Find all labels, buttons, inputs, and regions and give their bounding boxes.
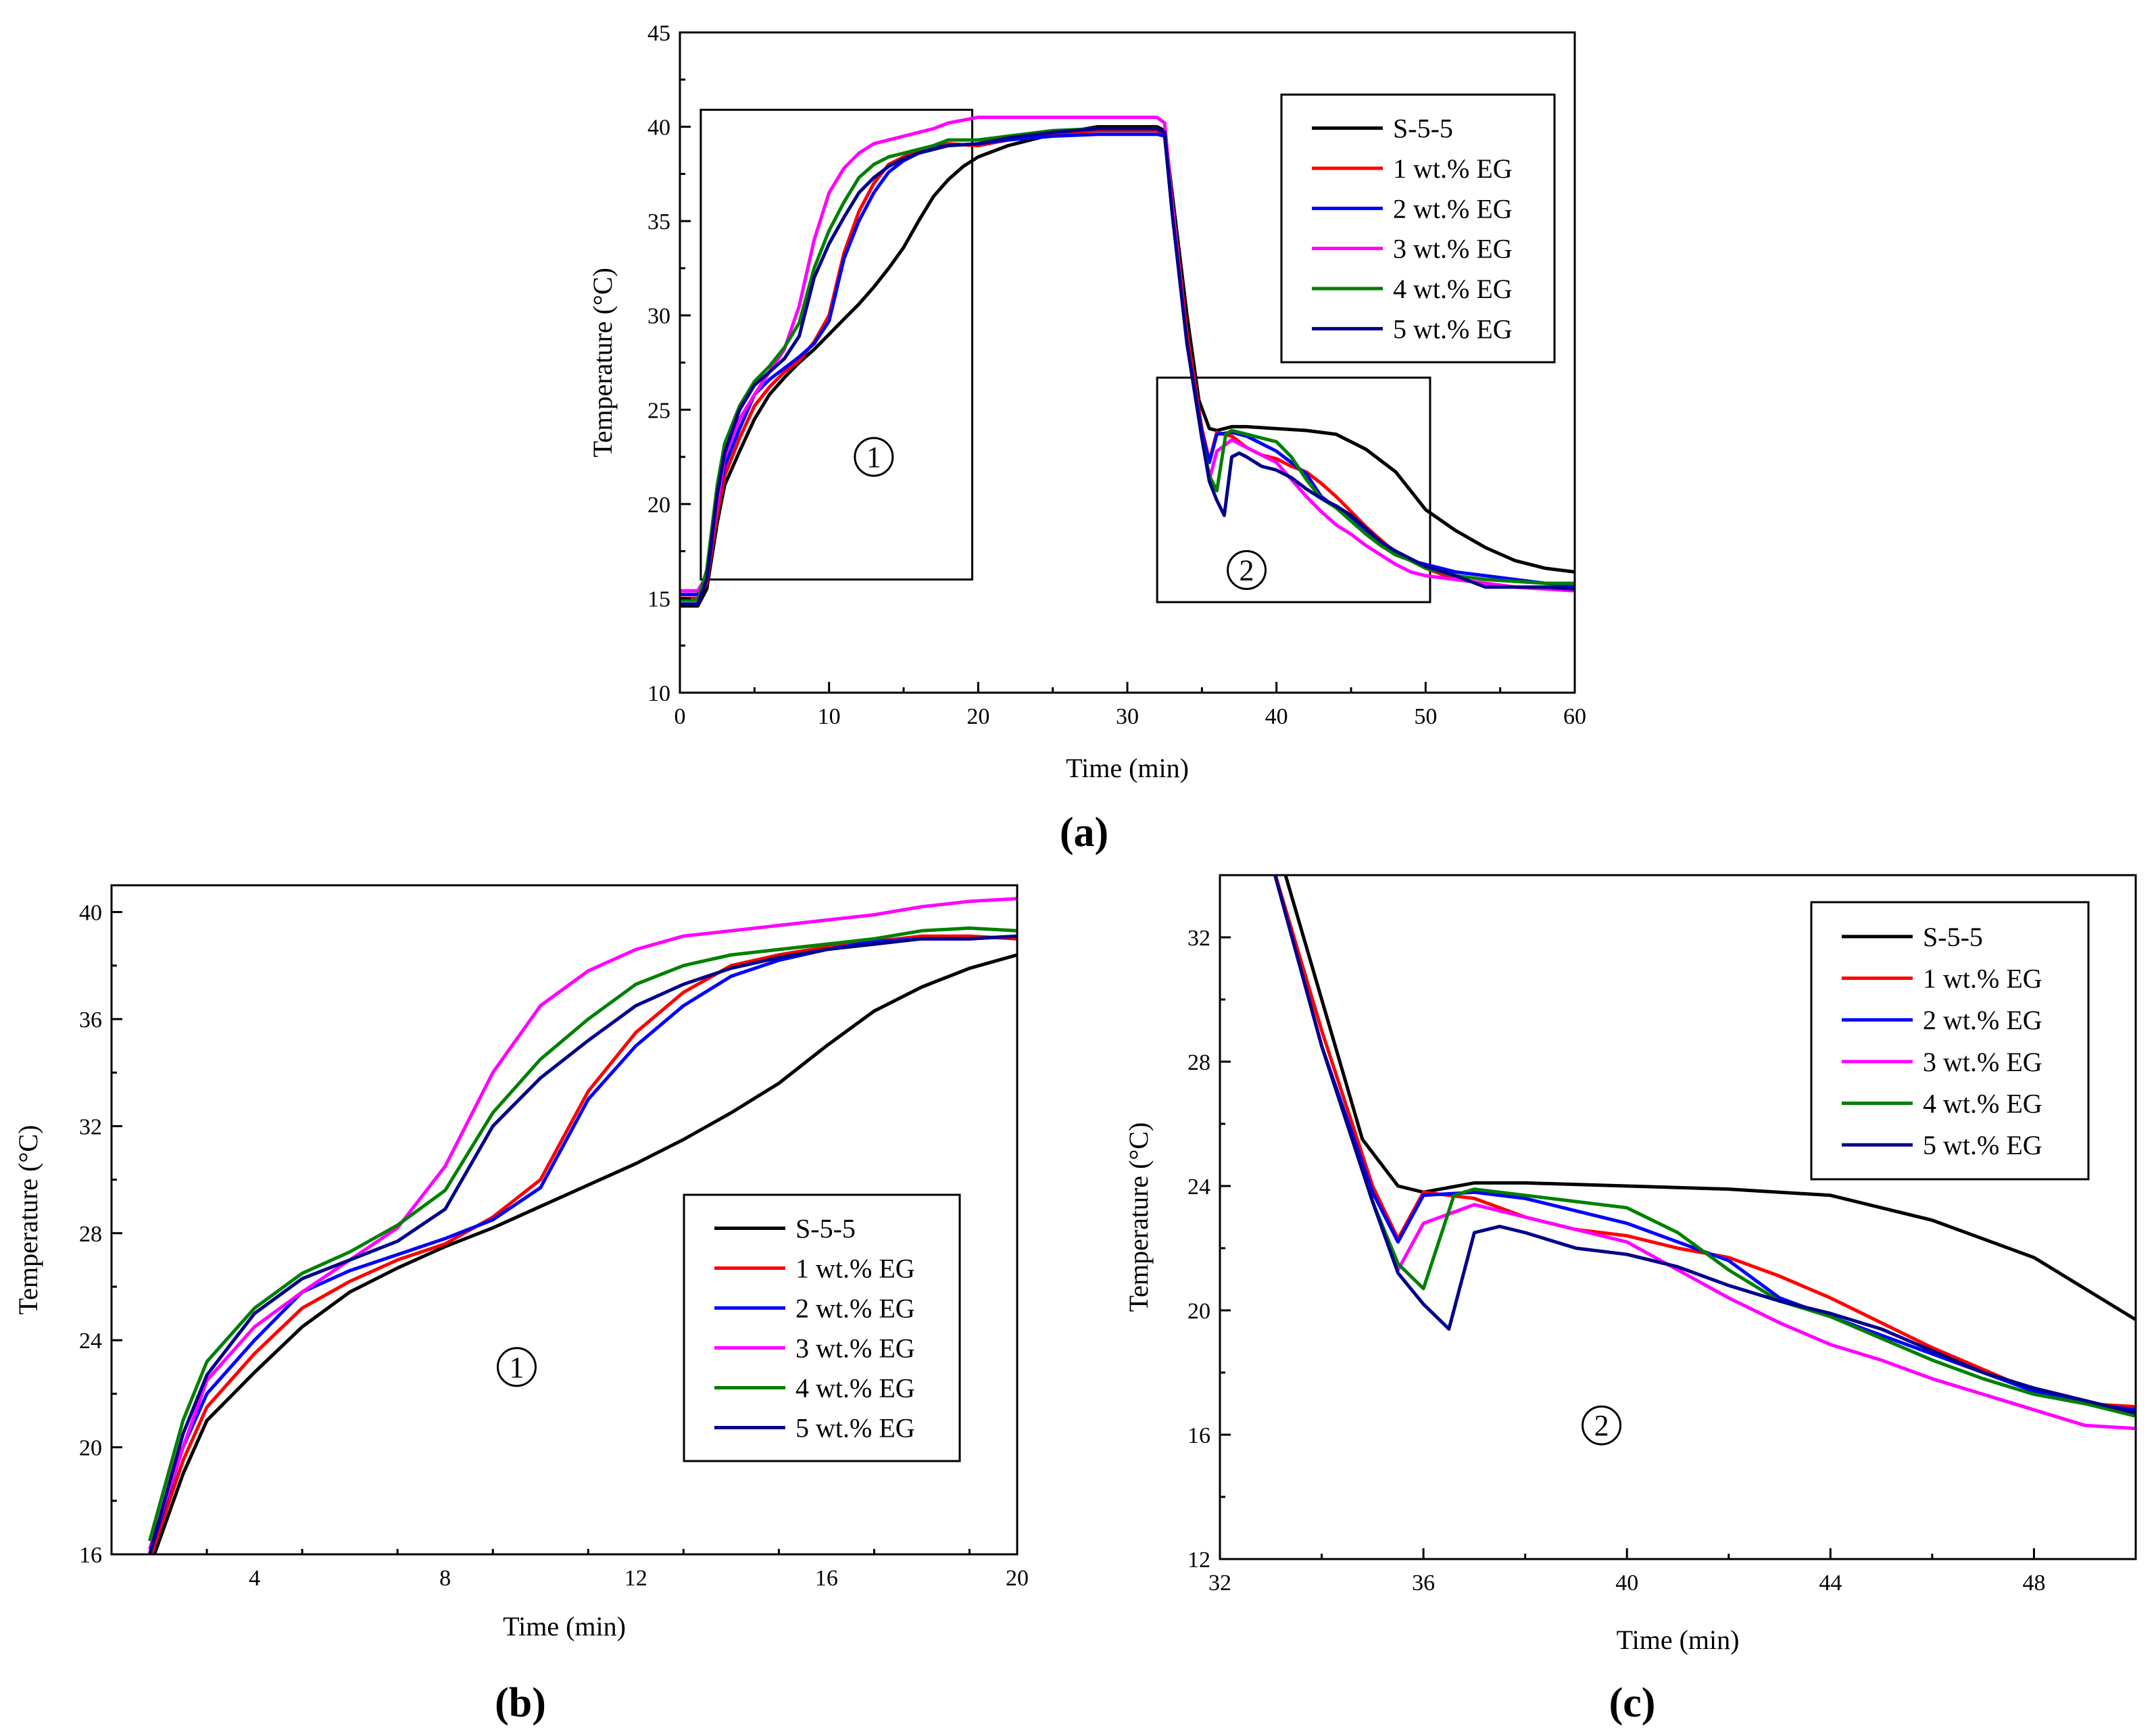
series-line-5-wt-eg — [680, 126, 1575, 606]
legend-label: 4 wt.% EG — [1393, 274, 1513, 304]
legend-label: 2 wt.% EG — [1923, 1005, 2042, 1035]
series-line-5-wt-eg — [1273, 875, 2136, 1415]
zoom-region-box-2 — [1156, 376, 1431, 603]
legend-label: 2 wt.% EG — [1393, 193, 1513, 224]
region-marker-label: 1 — [866, 441, 881, 474]
legend-label: 1 wt.% EG — [795, 1254, 915, 1284]
y-axis-title: Temperature (°C) — [587, 268, 618, 458]
y-tick-label: 35 — [647, 209, 670, 234]
legend-label: 4 wt.% EG — [1923, 1089, 2042, 1119]
legend-label: 1 wt.% EG — [1923, 964, 2042, 994]
x-axis-title: Time (min) — [1617, 1625, 1740, 1655]
y-tick-label: 28 — [79, 1222, 102, 1247]
y-tick-label: 10 — [647, 681, 670, 706]
y-tick-label: 32 — [79, 1114, 102, 1139]
y-tick-label: 15 — [647, 587, 670, 612]
region-marker-label: 1 — [509, 1351, 524, 1384]
y-tick-label: 16 — [1187, 1423, 1210, 1448]
y-tick-label: 20 — [647, 493, 670, 518]
x-tick-label: 12 — [624, 1566, 647, 1591]
series-line-s-5-5 — [152, 953, 1017, 1554]
legend-label: 3 wt.% EG — [1923, 1047, 2042, 1077]
legend-label: 2 wt.% EG — [795, 1293, 915, 1324]
series-line-4-wt-eg — [147, 926, 1017, 1541]
y-tick-label: 40 — [79, 901, 102, 926]
series-line-3-wt-eg — [148, 897, 1017, 1550]
series-line-3-wt-eg — [680, 116, 1575, 593]
legend: S-5-5 1 wt.% EG 2 wt.% EG 3 wt.% EG 4 wt.% E… — [1280, 93, 1556, 364]
x-tick-label: 20 — [1006, 1566, 1029, 1591]
x-tick-label: 0 — [675, 704, 686, 729]
x-tick-label: 8 — [439, 1566, 451, 1591]
legend: S-5-5 1 wt.% EG 2 wt.% EG 3 wt.% EG 4 wt.% E… — [1810, 901, 2090, 1181]
legend-box — [683, 1193, 961, 1462]
y-tick-label: 28 — [1187, 1050, 1210, 1075]
legend-label: 1 wt.% EG — [1393, 153, 1513, 184]
y-tick-label: 20 — [1187, 1299, 1210, 1324]
legend: S-5-5 1 wt.% EG 2 wt.% EG 3 wt.% EG 4 wt.% E… — [683, 1193, 961, 1462]
panel-label-b: (b) — [495, 1680, 546, 1726]
panel-b-chart: 4 8 12 16 20 16 20 24 28 32 36 40 Time (min) Temperat… — [13, 884, 1029, 1641]
x-tick-label: 50 — [1414, 704, 1437, 729]
series-line-2-wt-eg — [148, 934, 1017, 1554]
region-marker-circle — [1582, 1405, 1622, 1446]
series-line-4-wt-eg — [1273, 875, 2136, 1418]
y-tick-label: 32 — [1187, 926, 1210, 951]
y-tick-label: 24 — [1187, 1175, 1210, 1200]
legend-label: 5 wt.% EG — [795, 1413, 915, 1443]
series-line-5-wt-eg — [147, 934, 1017, 1554]
zoom-region-box-1 — [700, 108, 974, 581]
y-tick-label: 25 — [647, 398, 670, 423]
y-tick-label: 20 — [79, 1436, 102, 1461]
y-axis-title: Temperature (°C) — [13, 1125, 43, 1315]
x-tick-label: 48 — [2022, 1571, 2045, 1596]
legend-box — [1810, 901, 2090, 1181]
x-tick-label: 4 — [249, 1566, 260, 1591]
region-marker-label: 2 — [1240, 554, 1254, 587]
y-tick-label: 16 — [79, 1543, 102, 1568]
panel-label-a: (a) — [1060, 810, 1108, 856]
panel-c-chart: 32 36 40 44 48 12 16 20 24 28 32 Time (min) Temperat… — [1123, 874, 2137, 1655]
y-tick-label: 24 — [79, 1329, 102, 1354]
legend-label: 4 wt.% EG — [795, 1373, 915, 1404]
x-axis-title: Time (min) — [503, 1611, 626, 1641]
legend-label: S-5-5 — [1923, 922, 1983, 952]
legend-label: 5 wt.% EG — [1393, 314, 1513, 344]
y-tick-label: 45 — [647, 21, 670, 46]
x-tick-label: 40 — [1265, 704, 1288, 729]
x-axis-title: Time (min) — [1066, 753, 1189, 783]
x-tick-label: 44 — [1819, 1571, 1842, 1596]
region-marker-label: 2 — [1594, 1409, 1609, 1442]
x-tick-label: 16 — [815, 1566, 838, 1591]
region-marker-circle — [496, 1347, 537, 1387]
legend-label: S-5-5 — [1393, 114, 1453, 144]
region-marker-circle — [1227, 550, 1267, 591]
legend-label: 5 wt.% EG — [1923, 1130, 2042, 1160]
legend-label: 3 wt.% EG — [1393, 234, 1513, 264]
x-tick-label: 36 — [1412, 1571, 1435, 1596]
legend-box — [1280, 93, 1556, 364]
y-axis-title: Temperature (°C) — [1123, 1122, 1154, 1312]
x-tick-label: 10 — [818, 704, 841, 729]
plot-frame — [1219, 874, 2137, 1560]
panel-label-c: (c) — [1609, 1680, 1656, 1726]
x-tick-label: 30 — [1116, 704, 1139, 729]
series-line-s-5-5 — [1283, 875, 2136, 1321]
x-tick-label: 32 — [1208, 1571, 1231, 1596]
x-tick-label: 20 — [966, 704, 989, 729]
plot-frame — [110, 884, 1019, 1556]
legend-label: S-5-5 — [795, 1214, 856, 1244]
x-tick-label: 40 — [1615, 1571, 1638, 1596]
y-tick-label: 30 — [647, 304, 670, 329]
x-tick-label: 60 — [1563, 704, 1586, 729]
y-tick-label: 40 — [647, 116, 670, 141]
legend-label: 3 wt.% EG — [795, 1333, 915, 1364]
region-marker-circle — [854, 437, 894, 477]
y-tick-label: 36 — [79, 1008, 102, 1033]
y-tick-label: 12 — [1187, 1548, 1210, 1573]
